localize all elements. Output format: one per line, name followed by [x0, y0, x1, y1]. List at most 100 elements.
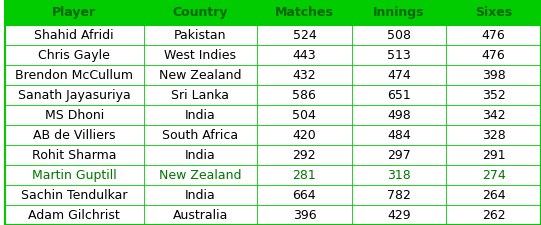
- Text: 420: 420: [293, 129, 316, 142]
- Bar: [257, 205, 352, 225]
- Text: Sanath Jayasuriya: Sanath Jayasuriya: [18, 89, 130, 102]
- Bar: [5, 165, 143, 185]
- Bar: [446, 26, 541, 46]
- Text: 429: 429: [387, 209, 411, 222]
- Text: 262: 262: [482, 209, 505, 222]
- Text: 352: 352: [482, 89, 505, 102]
- Bar: [257, 185, 352, 205]
- Text: India: India: [185, 189, 216, 202]
- Bar: [352, 205, 446, 225]
- Bar: [446, 205, 541, 225]
- Text: 297: 297: [387, 149, 411, 162]
- Text: 782: 782: [387, 189, 411, 202]
- Text: 264: 264: [482, 189, 505, 202]
- Text: 292: 292: [293, 149, 316, 162]
- Text: 474: 474: [387, 69, 411, 82]
- Bar: [446, 66, 541, 86]
- Bar: [143, 0, 257, 26]
- Bar: [5, 145, 143, 165]
- Text: AB de Villiers: AB de Villiers: [33, 129, 115, 142]
- Text: 274: 274: [482, 169, 505, 182]
- Text: New Zealand: New Zealand: [159, 169, 242, 182]
- Bar: [352, 46, 446, 66]
- Bar: [352, 165, 446, 185]
- Text: South Africa: South Africa: [162, 129, 239, 142]
- Text: 476: 476: [482, 49, 505, 62]
- Bar: [143, 26, 257, 46]
- Bar: [143, 185, 257, 205]
- Text: 513: 513: [387, 49, 411, 62]
- Text: 504: 504: [293, 109, 316, 122]
- Bar: [352, 125, 446, 145]
- Text: 291: 291: [482, 149, 505, 162]
- Text: India: India: [185, 109, 216, 122]
- Text: 664: 664: [293, 189, 316, 202]
- Text: Martin Guptill: Martin Guptill: [32, 169, 116, 182]
- Text: Rohit Sharma: Rohit Sharma: [32, 149, 116, 162]
- Bar: [143, 205, 257, 225]
- Bar: [143, 125, 257, 145]
- Bar: [257, 46, 352, 66]
- Bar: [352, 0, 446, 26]
- Text: 443: 443: [293, 49, 316, 62]
- Bar: [5, 26, 143, 46]
- Bar: [257, 145, 352, 165]
- Bar: [5, 185, 143, 205]
- Text: New Zealand: New Zealand: [159, 69, 242, 82]
- Bar: [5, 86, 143, 106]
- Text: India: India: [185, 149, 216, 162]
- Text: 432: 432: [293, 69, 316, 82]
- Bar: [143, 165, 257, 185]
- Bar: [352, 145, 446, 165]
- Text: 484: 484: [387, 129, 411, 142]
- Bar: [446, 165, 541, 185]
- Text: 318: 318: [387, 169, 411, 182]
- Text: Player: Player: [52, 7, 96, 19]
- Text: Country: Country: [173, 7, 228, 19]
- Text: 476: 476: [482, 29, 505, 42]
- Text: 651: 651: [387, 89, 411, 102]
- Bar: [257, 0, 352, 26]
- Bar: [143, 86, 257, 106]
- Bar: [446, 125, 541, 145]
- Text: Australia: Australia: [173, 209, 228, 222]
- Text: Pakistan: Pakistan: [174, 29, 227, 42]
- Text: Matches: Matches: [275, 7, 334, 19]
- Bar: [446, 86, 541, 106]
- Bar: [143, 145, 257, 165]
- Bar: [446, 0, 541, 26]
- Text: Sixes: Sixes: [475, 7, 512, 19]
- Text: Innings: Innings: [373, 7, 425, 19]
- Bar: [5, 66, 143, 86]
- Text: MS Dhoni: MS Dhoni: [44, 109, 104, 122]
- Text: Sri Lanka: Sri Lanka: [171, 89, 229, 102]
- Bar: [446, 185, 541, 205]
- Bar: [352, 26, 446, 46]
- Text: West Indies: West Indies: [164, 49, 236, 62]
- Bar: [257, 125, 352, 145]
- Bar: [5, 125, 143, 145]
- Text: Shahid Afridi: Shahid Afridi: [34, 29, 114, 42]
- Bar: [143, 46, 257, 66]
- Bar: [143, 106, 257, 125]
- Bar: [352, 86, 446, 106]
- Bar: [352, 66, 446, 86]
- Bar: [257, 106, 352, 125]
- Text: 498: 498: [387, 109, 411, 122]
- Bar: [446, 106, 541, 125]
- Text: 586: 586: [293, 89, 316, 102]
- Text: 281: 281: [293, 169, 316, 182]
- Bar: [352, 106, 446, 125]
- Text: 508: 508: [387, 29, 411, 42]
- Bar: [143, 66, 257, 86]
- Bar: [5, 46, 143, 66]
- Text: 396: 396: [293, 209, 316, 222]
- Bar: [5, 205, 143, 225]
- Text: 398: 398: [482, 69, 505, 82]
- Text: Adam Gilchrist: Adam Gilchrist: [28, 209, 120, 222]
- Bar: [446, 46, 541, 66]
- Text: Brendon McCullum: Brendon McCullum: [15, 69, 133, 82]
- Bar: [257, 66, 352, 86]
- Bar: [5, 106, 143, 125]
- Bar: [5, 0, 143, 26]
